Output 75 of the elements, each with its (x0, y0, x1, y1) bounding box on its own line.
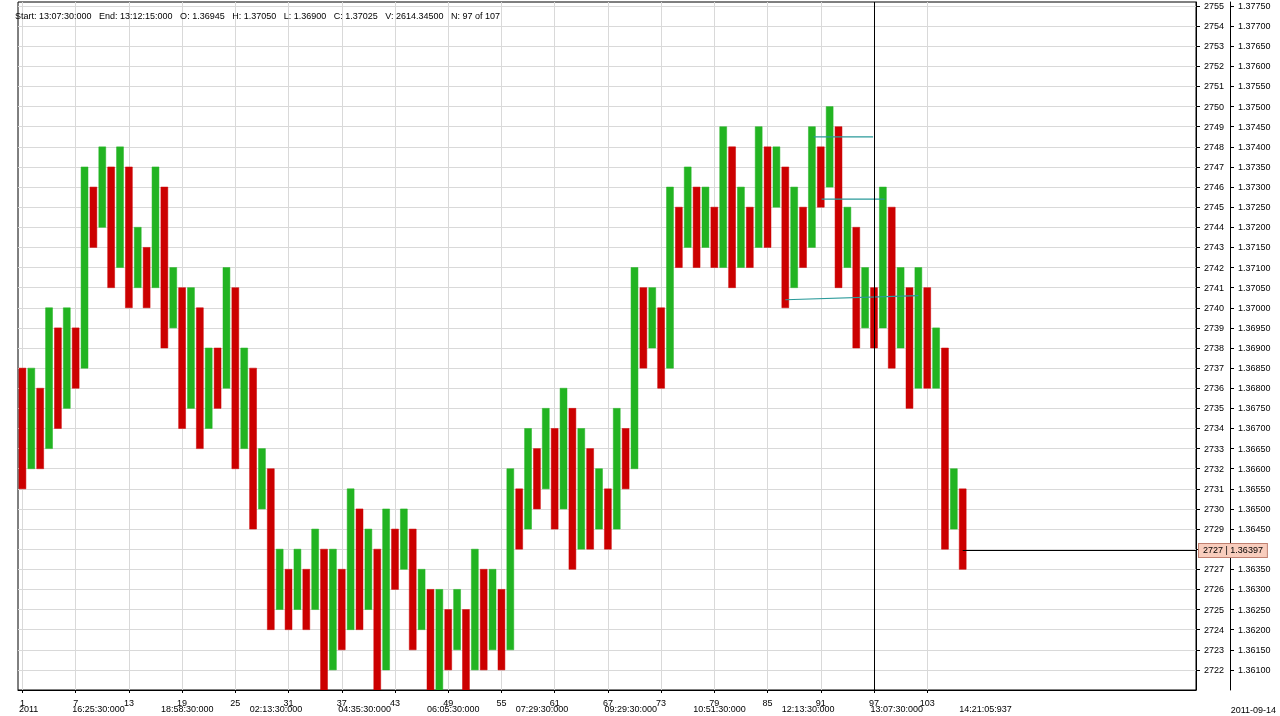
y-tick-label: 1.37550 (1238, 81, 1271, 92)
ref-line-label: 2727 | 1.36397 (1203, 545, 1263, 556)
y-tick-label: 1.37650 (1238, 41, 1271, 52)
y-tick-label: 1.36850 (1238, 363, 1271, 374)
y2-tick-label: 2730 (1204, 503, 1225, 514)
y2-tick-label: 2741 (1204, 282, 1225, 293)
y2-tick-label: 2724 (1204, 624, 1225, 635)
y2-tick-label: 2737 (1204, 363, 1225, 374)
y-tick-label: 1.36800 (1238, 383, 1271, 394)
y-tick-label: 1.36650 (1238, 443, 1271, 454)
y2-tick-label: 2740 (1204, 302, 1225, 313)
y-tick-label: 1.37700 (1238, 21, 1271, 32)
y2-tick-label: 2734 (1204, 423, 1225, 434)
y-tick-label: 1.37050 (1238, 282, 1271, 293)
y2-tick-label: 2750 (1204, 101, 1225, 112)
y-tick-label: 1.37100 (1238, 262, 1271, 273)
y-tick-label: 1.36600 (1238, 463, 1271, 474)
y-tick-label: 1.36550 (1238, 483, 1271, 494)
y2-tick-label: 2752 (1204, 61, 1225, 72)
y2-tick-label: 2746 (1204, 182, 1225, 193)
text: 14:21:05:937 (959, 703, 1012, 714)
text: 2011-09-14 (1230, 704, 1277, 715)
y2-tick-label: 2736 (1204, 383, 1225, 394)
y-tick-label: 1.37250 (1238, 202, 1271, 213)
y-tick-label: 1.37200 (1238, 222, 1271, 233)
y2-tick-label: 2751 (1204, 81, 1225, 92)
y-tick-label: 1.36900 (1238, 343, 1271, 354)
y2-tick-label: 2739 (1204, 322, 1225, 333)
x-tick-label: 85 (762, 697, 773, 708)
y2-tick-label: 2745 (1204, 202, 1225, 213)
y-tick-label: 1.37600 (1238, 61, 1271, 72)
y2-tick-label: 2748 (1204, 141, 1225, 152)
y-tick-label: 1.37300 (1238, 182, 1271, 193)
y-tick-label: 1.36750 (1238, 403, 1271, 414)
y-tick-label: 1.37400 (1238, 141, 1271, 152)
y-tick-label: 1.36200 (1238, 624, 1271, 635)
y2-tick-label: 2753 (1204, 41, 1225, 52)
y2-tick-label: 2755 (1204, 1, 1225, 12)
y2-tick-label: 2726 (1204, 584, 1225, 595)
y2-tick-label: 2742 (1204, 262, 1225, 273)
text: Start: 13:07:30:000 End: 13:12:15:000 O: 1.36945 H: 1.37050 L: 1.36900 C: 1.37025 V: 2614.34500 N: 97 of 107 (15, 10, 501, 21)
y-tick-label: 1.37150 (1238, 242, 1271, 253)
y-tick-label: 1.36100 (1238, 664, 1271, 675)
y2-tick-label: 2754 (1204, 21, 1225, 32)
y-tick-label: 1.37750 (1238, 1, 1271, 12)
y2-tick-label: 2729 (1204, 524, 1225, 535)
y-tick-label: 1.37500 (1238, 101, 1271, 112)
y-tick-label: 1.36300 (1238, 584, 1271, 595)
y-tick-label: 1.36250 (1238, 604, 1271, 615)
y2-tick-label: 2732 (1204, 463, 1225, 474)
x-tick-label: 55 (496, 697, 507, 708)
x-tick-label: 73 (656, 697, 667, 708)
y-tick-label: 1.36700 (1238, 423, 1271, 434)
y-tick-label: 1.36150 (1238, 644, 1271, 655)
y-tick-label: 1.36350 (1238, 564, 1271, 575)
y2-tick-label: 2743 (1204, 242, 1225, 253)
y-tick-label: 1.36450 (1238, 524, 1271, 535)
y2-tick-label: 2725 (1204, 604, 1225, 615)
y2-tick-label: 2735 (1204, 403, 1225, 414)
y2-tick-label: 2744 (1204, 222, 1225, 233)
y2-tick-label: 2727 (1204, 564, 1225, 575)
y2-tick-label: 2723 (1204, 644, 1225, 655)
y2-tick-label: 2733 (1204, 443, 1225, 454)
y2-tick-label: 2722 (1204, 664, 1225, 675)
y2-tick-label: 2731 (1204, 483, 1225, 494)
x-tick-label: 25 (230, 697, 241, 708)
y2-tick-label: 2747 (1204, 161, 1225, 172)
y-tick-label: 1.36500 (1238, 503, 1271, 514)
x-tick-label: 13 (123, 697, 134, 708)
y2-tick-label: 2749 (1204, 121, 1225, 132)
y-tick-label: 1.37000 (1238, 302, 1271, 313)
y-tick-label: 1.37350 (1238, 161, 1271, 172)
y2-tick-label: 2738 (1204, 343, 1225, 354)
y-tick-label: 1.37450 (1238, 121, 1271, 132)
y-tick-label: 1.36950 (1238, 322, 1271, 333)
